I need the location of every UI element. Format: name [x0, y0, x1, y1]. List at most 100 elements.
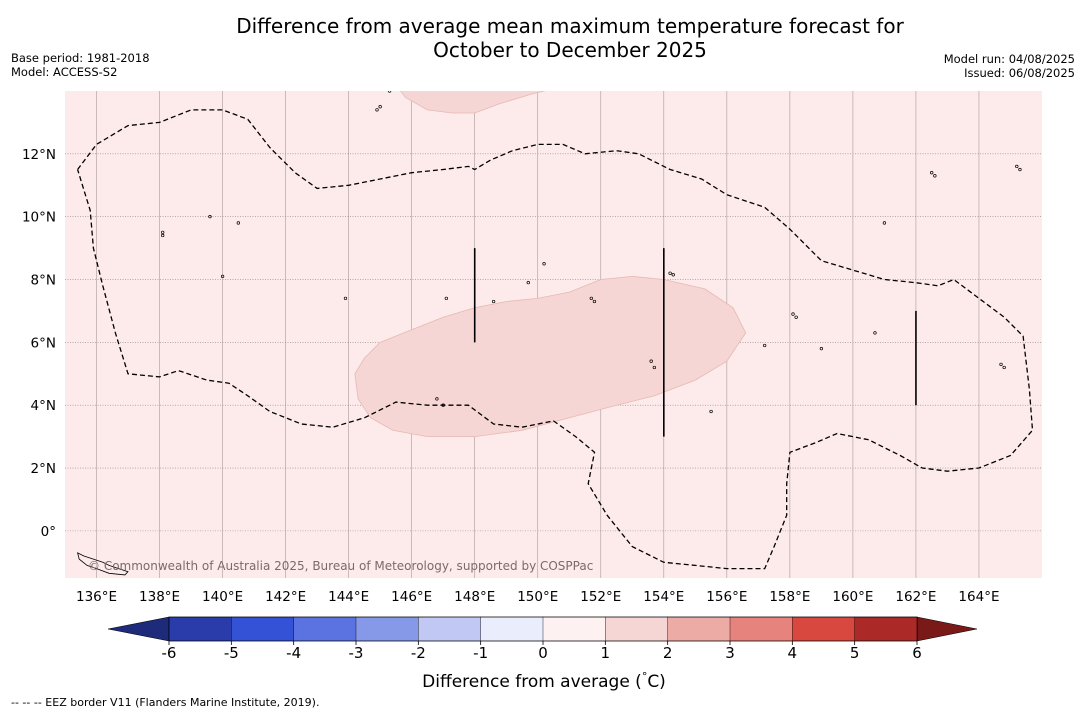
- lon-tick-label: 136°E: [76, 589, 117, 605]
- lon-tick-label: 144°E: [328, 589, 369, 605]
- lon-tick-label: 138°E: [139, 589, 180, 605]
- island: [236, 221, 240, 225]
- meta-left: Base period: 1981-2018 Model: ACCESS-S2: [11, 51, 150, 79]
- lon-tick-label: 140°E: [202, 589, 243, 605]
- island: [343, 296, 348, 301]
- lon-tick-label: 158°E: [769, 589, 810, 605]
- lon-tick-label: 160°E: [832, 589, 873, 605]
- lon-tick-label: 152°E: [580, 589, 621, 605]
- colorbar-over-arrow: [916, 616, 978, 642]
- lat-tick-label: 8°N: [31, 273, 56, 289]
- meta-right: Model run: 04/08/2025 Issued: 06/08/2025: [944, 52, 1075, 80]
- chart-title: Difference from average mean maximum tem…: [0, 14, 1085, 62]
- coastline-southwest: [76, 552, 129, 576]
- location-bars: [473, 248, 917, 437]
- colorbar-segment: [792, 616, 856, 642]
- lon-tick-label: 154°E: [643, 589, 684, 605]
- island: [435, 397, 439, 401]
- colorbar-segment: [418, 616, 482, 642]
- island: [930, 171, 934, 175]
- lon-tick-label: 142°E: [265, 589, 306, 605]
- island: [401, 87, 404, 90]
- title-line-1: Difference from average mean maximum tem…: [236, 14, 904, 38]
- island: [1002, 365, 1006, 370]
- colorbar-segment: [854, 616, 918, 642]
- colorbar-tick-label: 1: [601, 644, 611, 662]
- colorbar-segment: [729, 616, 793, 642]
- lon-tick-label: 156°E: [706, 589, 747, 605]
- colorbar-tick-label: -2: [411, 644, 426, 662]
- lat-tick-label: 4°N: [31, 398, 56, 414]
- colorbar-segment: [293, 616, 357, 642]
- colorbar-title-suffix: C): [647, 672, 666, 692]
- island: [873, 331, 877, 335]
- colorbar-segment: [480, 616, 544, 642]
- island: [375, 108, 379, 112]
- island: [649, 359, 653, 363]
- island: [491, 299, 496, 304]
- island: [1018, 167, 1022, 172]
- anomaly-region-north: [400, 91, 546, 114]
- colorbar-tick-labels: -6 -5 -4 -3 -2 -1 0 1 2 3 4 5 6: [162, 641, 922, 662]
- colorbar-title-prefix: Difference from average (: [422, 672, 642, 692]
- islands: [161, 87, 1022, 414]
- colorbar-tick-label: -3: [349, 644, 364, 662]
- colorbar-tick-label: 4: [788, 644, 798, 662]
- colorbar-segment: [667, 616, 731, 642]
- lat-tick-label: 12°N: [22, 147, 56, 163]
- island: [208, 215, 212, 219]
- lon-tick-label: 146°E: [391, 589, 432, 605]
- colorbar-segment: [542, 616, 606, 642]
- colorbar-tick-label: -4: [286, 644, 301, 662]
- island: [589, 296, 593, 301]
- colorbar-under-arrow: [107, 616, 170, 642]
- colorbar-tick-label: -5: [224, 644, 239, 662]
- lon-tick-label: 148°E: [454, 589, 495, 605]
- island: [652, 365, 657, 370]
- footnote-eez-source: -- -- -- EEZ border V11 (Flanders Marine…: [11, 696, 320, 709]
- model-run-text: Model run: 04/08/2025: [943, 52, 1075, 66]
- copyright-text: © Commonwealth of Australia 2025, Bureau…: [88, 559, 593, 573]
- lon-tick-label: 150°E: [517, 589, 558, 605]
- island: [933, 174, 937, 178]
- colorbar-tick-label: 5: [850, 644, 860, 662]
- longitude-tick-labels: 136°E 138°E 140°E 142°E 144°E 146°E 148°E 150°E…: [76, 589, 1000, 605]
- island: [671, 273, 675, 277]
- base-period-text: Base period: 1981-2018: [11, 51, 150, 65]
- colorbar: -6 -5 -4 -3 -2 -1 0 1 2 3 4 5 6 Difference from aver…: [107, 616, 978, 692]
- eez-border: [76, 109, 1034, 570]
- colorbar-title-degree: °: [642, 670, 648, 683]
- island: [882, 221, 887, 225]
- island: [819, 346, 824, 351]
- latitude-tick-labels: 0° 2°N 4°N 6°N 8°N 10°N 12°N: [22, 147, 56, 540]
- colorbar-segment: [231, 616, 295, 642]
- colorbar-segment: [605, 616, 669, 642]
- lat-tick-label: 6°N: [31, 335, 56, 351]
- colorbar-segments: [168, 616, 918, 642]
- colorbar-tick-label: 2: [663, 644, 673, 662]
- island: [387, 91, 392, 93]
- island: [526, 281, 530, 285]
- colorbar-tick-label: -6: [162, 644, 177, 662]
- island: [220, 274, 225, 279]
- anomaly-region-main: [354, 275, 747, 437]
- colorbar-segment: [355, 616, 419, 642]
- island: [378, 105, 382, 109]
- lon-tick-label: 164°E: [958, 589, 999, 605]
- title-line-2: October to December 2025: [433, 38, 707, 62]
- island: [763, 343, 767, 348]
- colorbar-tick-label: -1: [473, 644, 488, 662]
- island: [161, 230, 165, 235]
- colorbar-tick-label: 3: [725, 644, 735, 662]
- lat-tick-label: 2°N: [31, 461, 56, 477]
- island: [999, 362, 1003, 366]
- colorbar-tick-label: 6: [912, 644, 922, 662]
- island: [1015, 164, 1019, 169]
- issued-text: Issued: 06/08/2025: [964, 66, 1075, 80]
- colorbar-segment: [168, 616, 232, 642]
- island: [709, 409, 713, 414]
- island: [791, 312, 795, 316]
- lat-tick-label: 10°N: [22, 210, 56, 226]
- island: [542, 262, 546, 266]
